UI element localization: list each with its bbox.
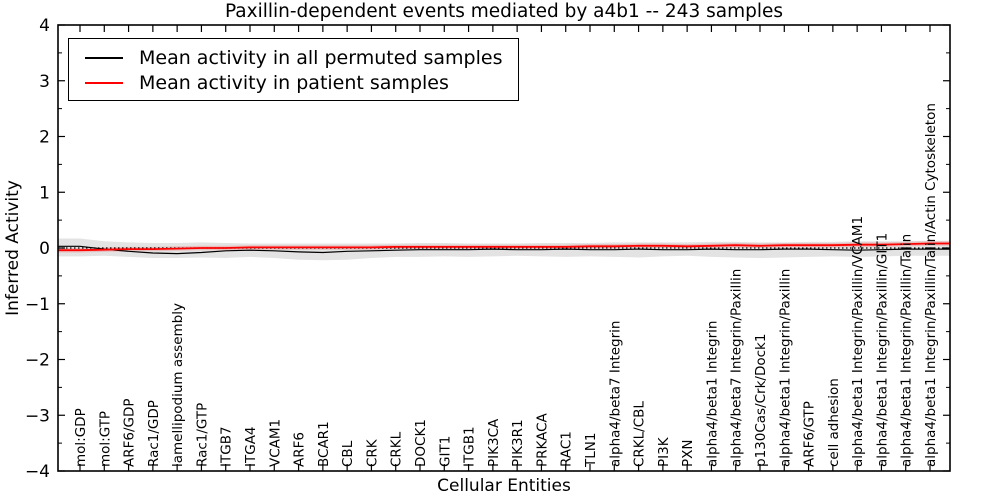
legend-label-permuted: Mean activity in all permuted samples bbox=[139, 46, 503, 69]
legend-label-patient: Mean activity in patient samples bbox=[139, 71, 449, 94]
x-tick-label: BCAR1 bbox=[316, 421, 332, 467]
x-tick-label: ITGA4 bbox=[243, 426, 259, 467]
x-tick-label: ITGB1 bbox=[462, 426, 478, 467]
x-tick-label: alpha4/beta1 Integrin/Paxillin/Talin bbox=[899, 234, 915, 467]
y-axis-label: Inferred Activity bbox=[3, 180, 23, 316]
x-tick-label: ARF6/GDP bbox=[122, 398, 138, 467]
x-tick-label: cell adhesion bbox=[826, 378, 842, 467]
legend-entry-permuted: Mean activity in all permuted samples bbox=[69, 45, 518, 70]
x-tick-label: alpha4/beta1 Integrin/Paxillin bbox=[777, 269, 793, 467]
x-tick-label: DOCK1 bbox=[413, 419, 429, 467]
x-tick-label: mol:GDP bbox=[73, 408, 89, 467]
x-tick-label: PI3K bbox=[656, 436, 672, 467]
legend-entry-patient: Mean activity in patient samples bbox=[69, 70, 518, 95]
x-tick-label: PIK3CA bbox=[486, 418, 502, 467]
x-tick-label: VCAM1 bbox=[267, 419, 283, 467]
x-tick-label: GIT1 bbox=[437, 436, 453, 467]
chart-title: Paxillin-dependent events mediated by a4… bbox=[224, 1, 784, 22]
x-tick-label: alpha4/beta7 Integrin/Paxillin bbox=[729, 269, 745, 467]
x-tick-label: PXN bbox=[680, 440, 696, 468]
y-tick-label: 1 bbox=[39, 183, 50, 203]
permuted-mean-line bbox=[58, 245, 950, 255]
x-tick-label: lamellipodium assembly bbox=[170, 303, 186, 467]
x-tick-label: CBL bbox=[340, 440, 356, 467]
x-axis-label: Cellular Entities bbox=[437, 476, 571, 496]
x-tick-label: PIK3R1 bbox=[510, 419, 526, 467]
x-tick-label: ARF6/GTP bbox=[802, 401, 818, 467]
y-tick-label: 4 bbox=[39, 16, 50, 36]
y-tick-label: 0 bbox=[39, 239, 50, 259]
patient-line-icon bbox=[85, 81, 123, 84]
x-tick-label: alpha4/beta1 Integrin/Paxillin/GIT1 bbox=[874, 233, 890, 467]
x-tick-label: alpha4/beta1 Integrin bbox=[704, 321, 720, 467]
x-tick-label: CRK bbox=[364, 438, 380, 467]
permuted-line-icon bbox=[85, 56, 123, 59]
y-tick-label: 3 bbox=[39, 72, 50, 92]
x-tick-label: RAC1 bbox=[559, 431, 575, 467]
patient-mean-line bbox=[58, 242, 950, 252]
y-tick-label: −4 bbox=[25, 462, 50, 482]
y-tick-label: −1 bbox=[25, 295, 50, 315]
x-tick-label: Rac1/GDP bbox=[146, 400, 162, 467]
x-tick-label: alpha4/beta1 Integrin/Paxillin/VCAM1 bbox=[850, 216, 866, 467]
x-tick-label: PRKACA bbox=[534, 412, 550, 467]
x-tick-label: mol:GTP bbox=[97, 411, 113, 467]
y-tick-label: −2 bbox=[25, 351, 50, 371]
y-tick-label: 2 bbox=[39, 128, 50, 148]
x-tick-label: alpha4/beta1 Integrin/Paxillin/Talin/Act… bbox=[923, 103, 939, 467]
x-tick-label: alpha4/beta7 Integrin bbox=[607, 321, 623, 467]
x-tick-label: TLN1 bbox=[583, 433, 599, 468]
x-tick-label: ARF6 bbox=[292, 432, 308, 467]
legend: Mean activity in all permuted samples Me… bbox=[68, 38, 519, 101]
x-tick-label: CRKL/CBL bbox=[632, 401, 648, 467]
x-tick-label: CRKL bbox=[389, 431, 405, 467]
x-tick-label: Rac1/GTP bbox=[194, 403, 210, 467]
x-tick-label: p130Cas/Crk/Dock1 bbox=[753, 334, 769, 467]
y-tick-label: −3 bbox=[25, 406, 50, 426]
x-tick-label: ITGB7 bbox=[219, 426, 235, 467]
